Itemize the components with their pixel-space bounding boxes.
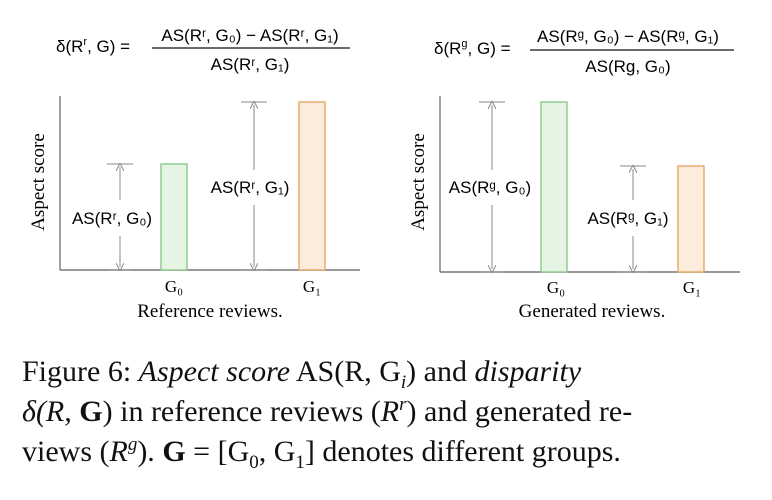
right-annotation-g1: AS(Rᵍ, G₁) <box>587 209 668 228</box>
caption-math-as: AS(R, G <box>290 355 401 388</box>
left-bar-g1 <box>298 101 326 271</box>
right-tick-g0: G₀ <box>547 278 565 297</box>
right-bar-g0 <box>540 101 568 273</box>
right-bar-g1 <box>677 165 705 273</box>
left-xlabel: Reference reviews. <box>137 301 283 322</box>
left-bar-g0 <box>160 163 188 271</box>
left-tick-g1: G₁ <box>303 277 321 296</box>
caption-line-1: Figure 6: Aspect score AS(R, Gi) and dis… <box>22 355 582 393</box>
left-formula-denominator: AS(Rʳ, G₁) <box>211 55 290 74</box>
left-dimension-g1 <box>241 102 267 270</box>
left-dimension-g0 <box>107 164 133 270</box>
figure-caption: Figure 6: Aspect score AS(R, Gi) and dis… <box>22 352 750 472</box>
right-dimension-g1 <box>620 166 646 272</box>
caption-term-aspect-score: Aspect score <box>138 355 291 388</box>
right-panel: δ(Rg, G) = AS(Rᵍ, G₀) − AS(Rᵍ, G₁) AS(Rg… <box>408 27 740 322</box>
right-ylabel: Aspect score <box>408 133 429 231</box>
right-formula-denominator: AS(Rg, G₀) <box>585 57 670 76</box>
right-tick-g1: G₁ <box>683 278 701 297</box>
left-panel: δ(Rr, G) = AS(Rʳ, G₀) − AS(Rʳ, G₁) AS(Rʳ… <box>28 26 360 322</box>
right-annotation-g0: AS(Rᵍ, G₀) <box>449 178 531 197</box>
caption-figure-label: Figure 6: <box>22 355 139 388</box>
right-xlabel: Generated reviews. <box>519 301 666 322</box>
caption-term-disparity: disparity <box>474 355 582 388</box>
left-formula: δ(Rr, G) = AS(Rʳ, G₀) − AS(Rʳ, G₁) AS(Rʳ… <box>56 26 350 74</box>
figure-illustration: δ(Rr, G) = AS(Rʳ, G₀) − AS(Rʳ, G₁) AS(Rʳ… <box>28 26 740 322</box>
left-annotation-g0: AS(Rʳ, G₀) <box>72 209 152 228</box>
left-tick-g0: G₀ <box>165 277 183 296</box>
left-ylabel: Aspect score <box>28 133 49 231</box>
left-annotation-g1: AS(Rʳ, G₁) <box>211 178 290 197</box>
right-formula-numerator: AS(Rᵍ, G₀) − AS(Rᵍ, G₁) <box>537 27 719 46</box>
right-formula: δ(Rg, G) = AS(Rᵍ, G₀) − AS(Rᵍ, G₁) AS(Rg… <box>434 27 734 76</box>
caption-line-2: δ(R, G) in reference reviews (Rr) and ge… <box>22 394 633 428</box>
left-formula-lhs: δ(Rr, G) = <box>56 36 130 56</box>
right-formula-lhs: δ(Rg, G) = <box>434 38 511 58</box>
right-dimension-g0 <box>479 102 505 272</box>
caption-line-3: views (Rg). G = [G0, G1] denotes differe… <box>22 434 621 473</box>
left-formula-numerator: AS(Rʳ, G₀) − AS(Rʳ, G₁) <box>161 26 338 45</box>
